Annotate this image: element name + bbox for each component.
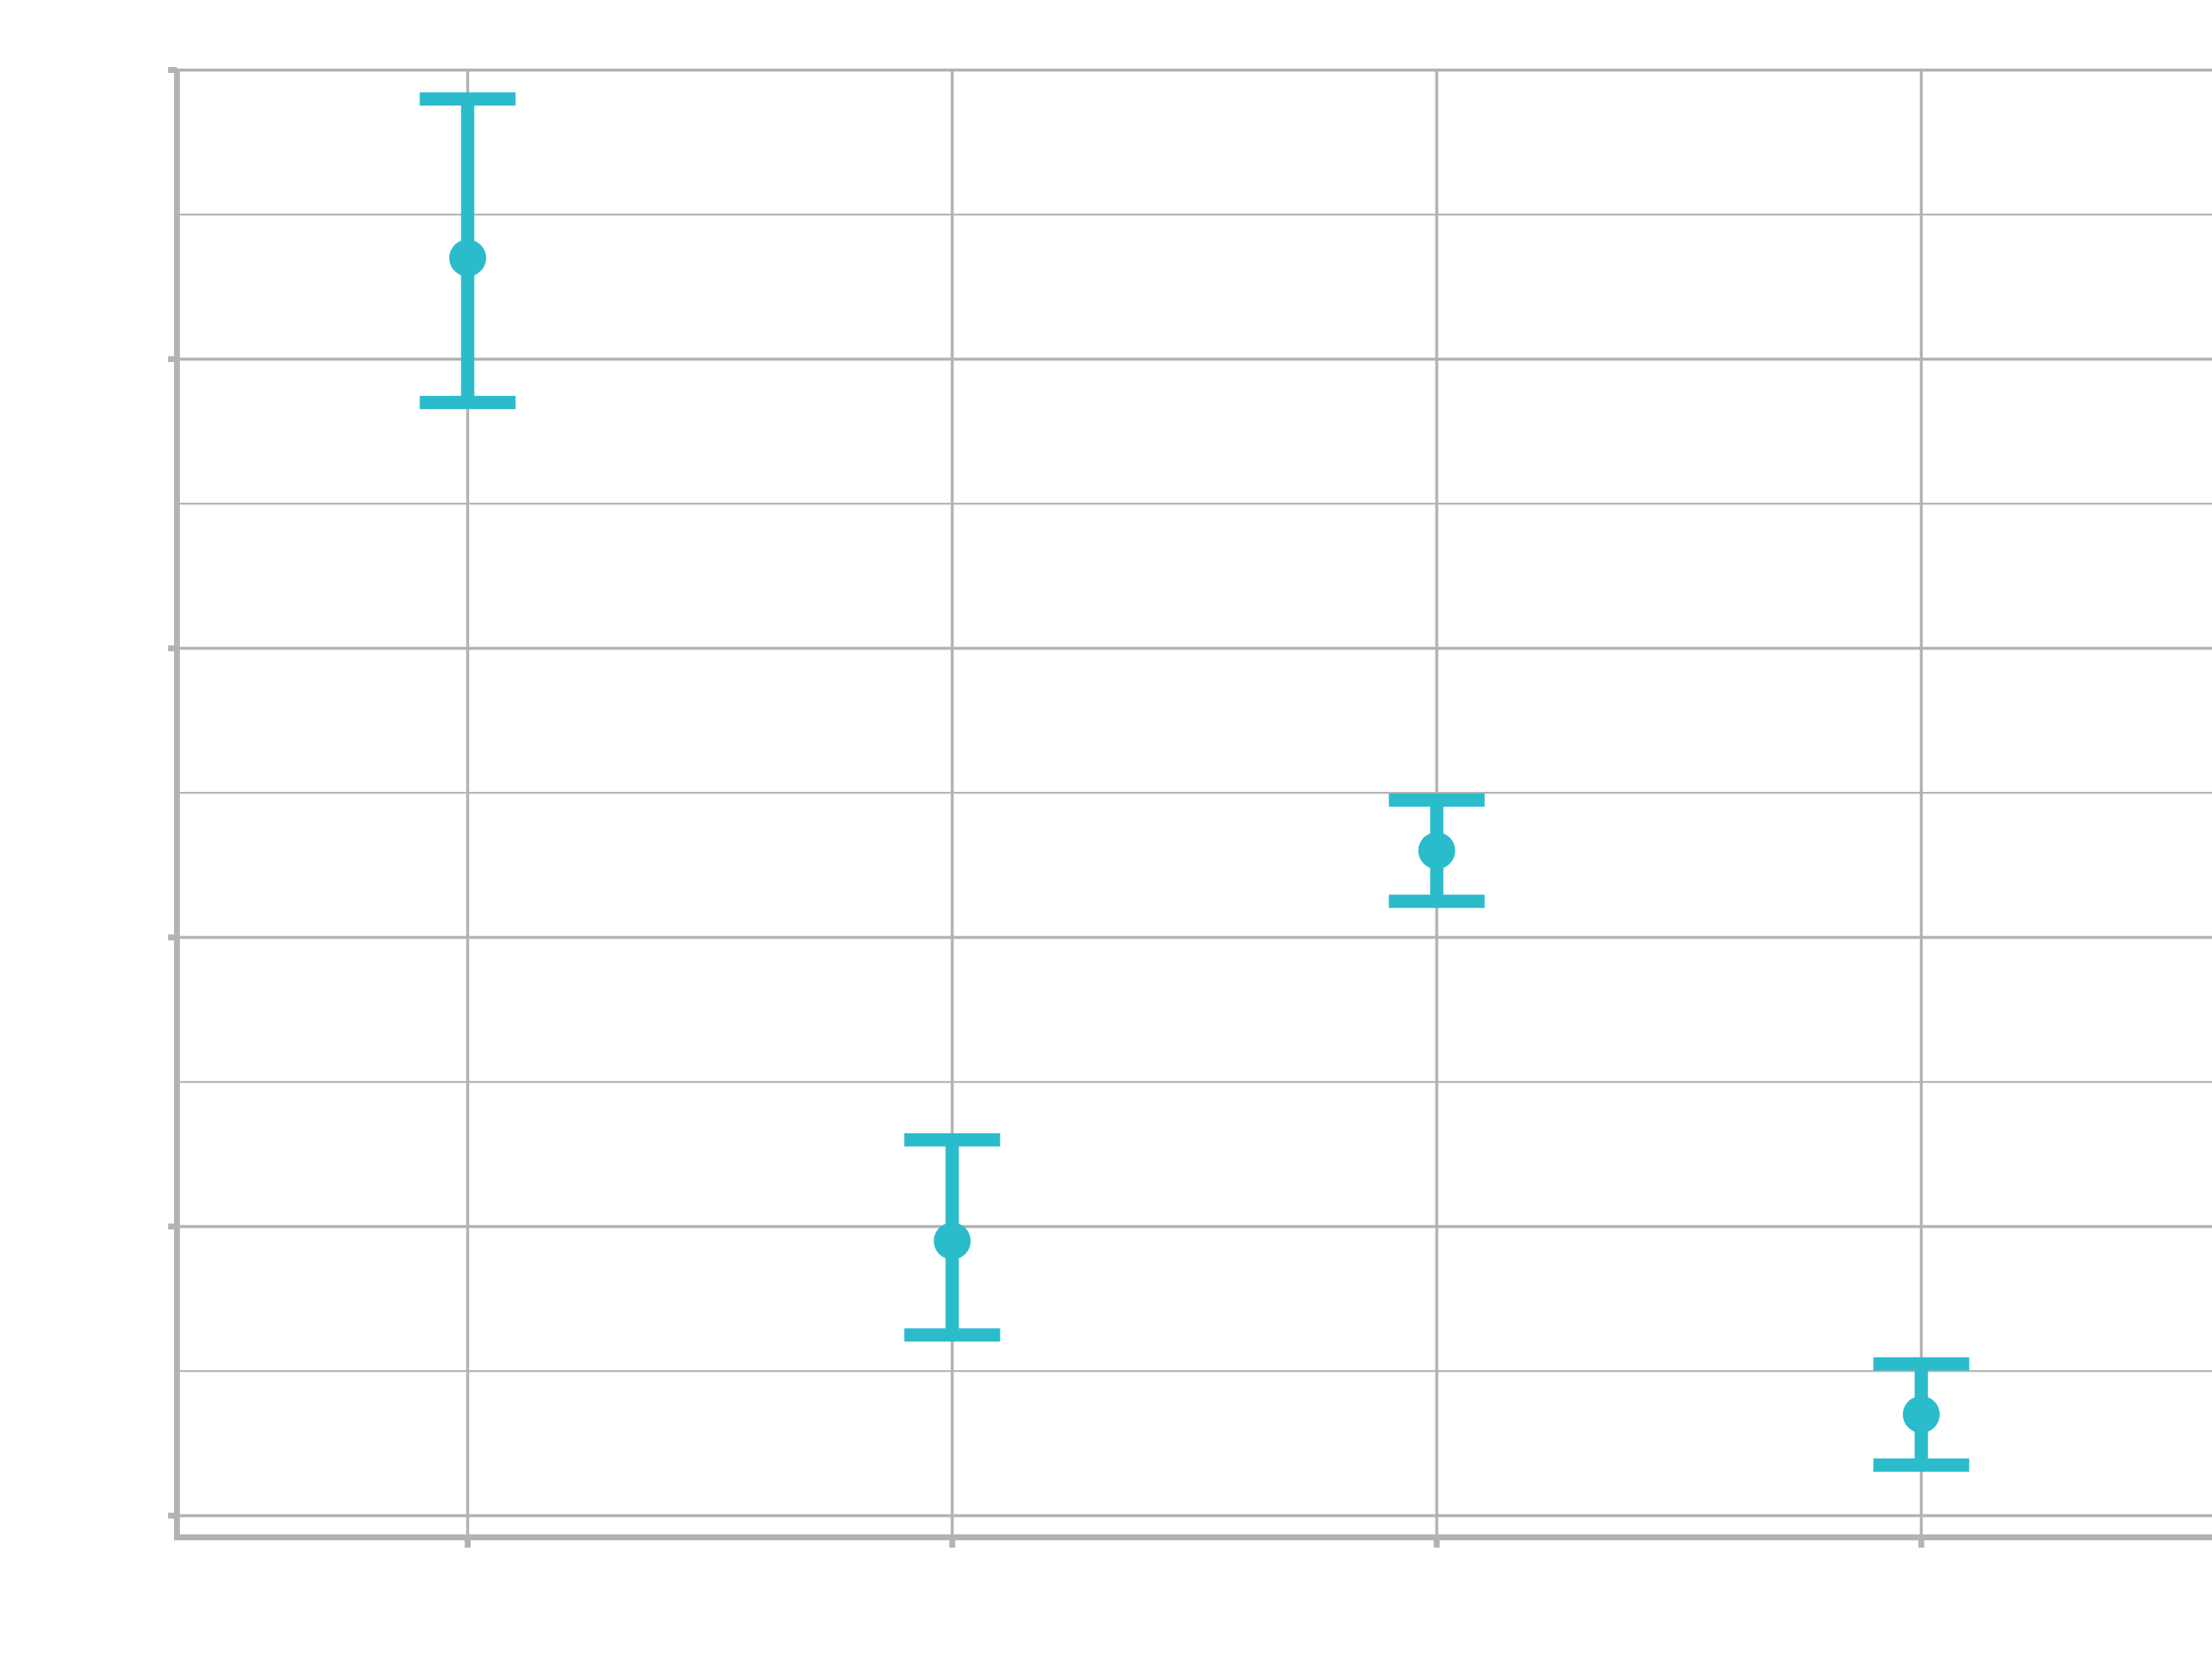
data-point: [449, 239, 487, 276]
data-point: [933, 1222, 971, 1260]
data-point: [1418, 832, 1455, 869]
errorbar-group: [904, 1133, 1001, 1342]
mark-layer: [420, 92, 1969, 1472]
data-point: [1902, 1396, 1940, 1433]
axis-layer: [168, 67, 2212, 1548]
errorbar-group: [1873, 1357, 1969, 1472]
errorbar-group: [1388, 793, 1485, 908]
errorbar-group: [420, 92, 516, 409]
